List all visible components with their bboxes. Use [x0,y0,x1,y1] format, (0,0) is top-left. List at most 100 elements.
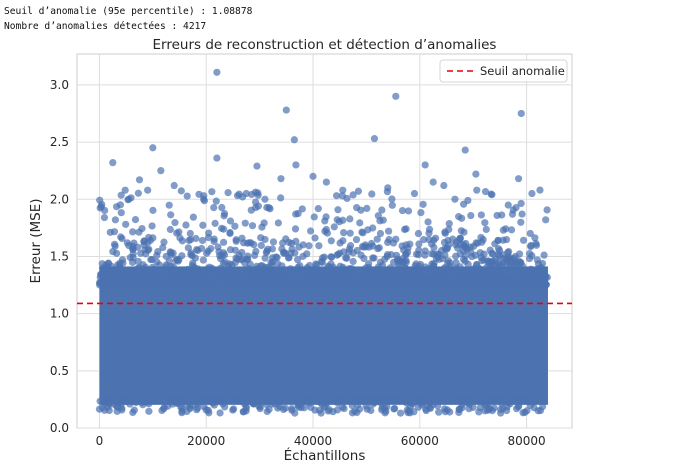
error-point [465,400,474,408]
error-point [96,281,104,289]
error-point [527,241,535,250]
error-point [217,396,225,404]
error-point [507,281,515,289]
error-point [526,229,534,238]
error-point [264,277,272,285]
error-point [185,268,193,276]
error-point [499,226,507,234]
error-point [279,271,287,280]
error-point [406,403,414,411]
error-point [183,192,191,200]
error-point [435,408,443,416]
error-point [205,409,213,417]
error-point [265,405,273,413]
error-point [166,248,174,256]
error-point [310,213,318,221]
error-point [98,404,107,412]
error-point [518,210,526,218]
error-point [245,239,253,247]
error-point [451,195,459,203]
outlier-point [277,175,285,183]
outlier-point [199,195,208,203]
error-point [158,406,166,415]
error-point [388,195,396,203]
error-point [350,281,358,289]
error-point [215,248,223,256]
outlier-point [170,181,178,190]
error-point [291,409,299,417]
error-point [443,245,451,253]
console-output: Seuil d’anomalie (95e percentile) : 1.08… [4,4,252,34]
error-point [346,229,354,237]
error-point [247,206,255,214]
error-point [129,408,137,417]
error-point [519,236,528,244]
error-point [177,277,185,285]
outlier-point [338,192,346,200]
error-point [218,203,226,212]
error-point [303,396,311,404]
error-point [437,274,445,282]
outlier-point [472,170,480,178]
error-point [197,272,205,280]
error-point [294,209,302,218]
dense-band-core [99,266,548,405]
error-point [241,259,249,267]
outlier-point [149,144,157,152]
error-point [538,259,547,268]
error-point [278,262,286,270]
outlier-point [213,154,221,162]
error-point [239,408,248,416]
error-point [220,210,229,218]
error-point [342,254,350,262]
error-point [535,275,543,284]
error-point [388,396,396,405]
y-tick-label: 1.0 [50,307,69,321]
error-point [369,242,377,250]
error-point [478,238,486,246]
error-point [368,190,376,198]
error-point [233,192,242,200]
error-point [365,260,373,268]
error-point [288,245,296,253]
x-tick-label: 20000 [187,434,225,448]
error-point [167,211,175,219]
error-point [225,276,233,284]
error-point [126,400,134,408]
error-point [369,224,377,232]
error-point [117,191,125,199]
error-point [353,401,362,409]
anomaly-count-output-line: Nombre d’anomalies détectées : 4217 [4,21,207,32]
error-point [104,259,113,267]
outlier-point [309,172,317,180]
error-point [424,218,432,226]
error-point [465,281,473,289]
error-point [349,191,357,199]
error-point [251,198,260,206]
error-point [481,188,490,196]
x-tick-label: 60000 [401,434,439,448]
error-point [417,401,426,409]
error-point [339,216,347,224]
error-point [277,194,285,202]
outlier-point [109,159,117,167]
error-point [327,253,335,261]
error-point [424,281,432,289]
error-point [250,399,258,408]
error-point [306,227,315,235]
error-point [364,268,372,276]
error-point [166,225,174,234]
outlier-point [261,195,269,203]
error-point [500,255,508,263]
error-point [381,404,389,412]
error-point [261,254,269,262]
error-point [165,201,173,209]
error-point [271,280,279,288]
error-point [543,273,551,281]
y-tick-label: 2.0 [50,192,69,206]
error-point [159,243,167,252]
error-point [104,403,112,411]
error-point [451,276,459,284]
error-point [208,188,216,196]
error-point [464,196,472,205]
